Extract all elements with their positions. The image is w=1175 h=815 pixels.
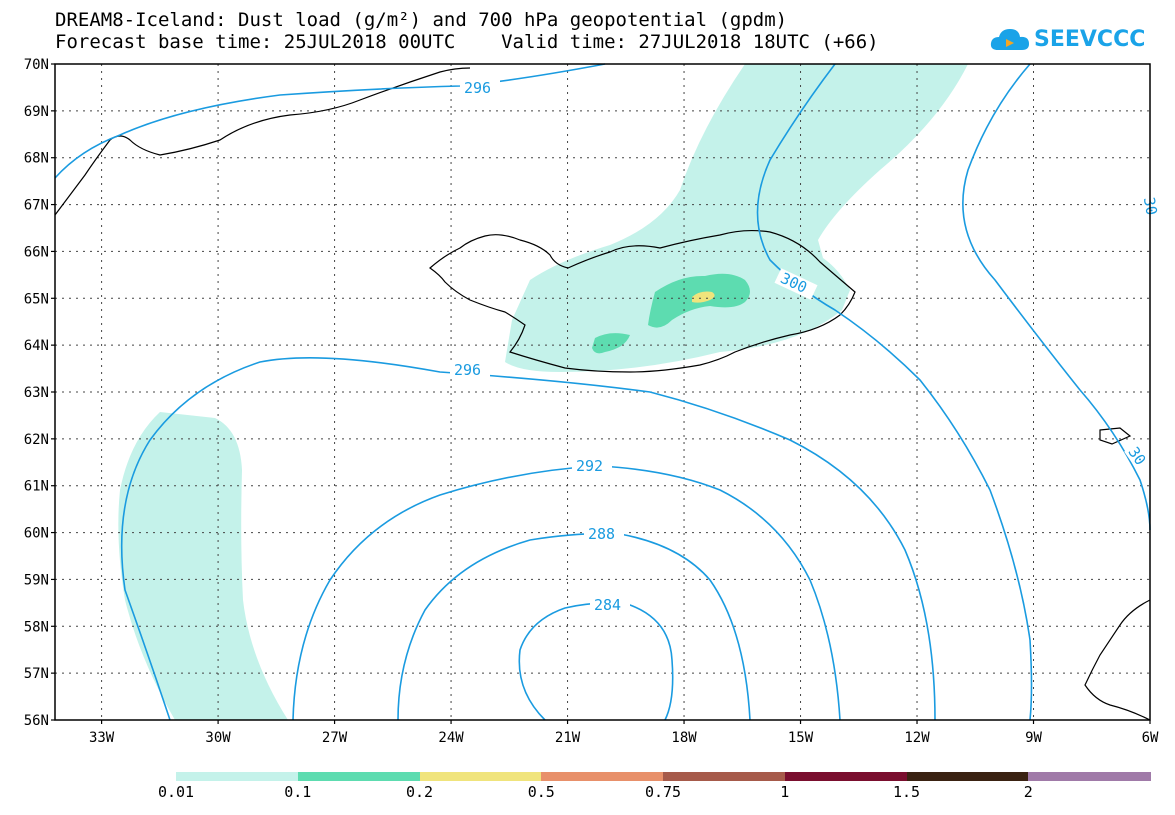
contour-label: 296: [464, 79, 491, 97]
contour-292: [292, 465, 841, 721]
lat-tick-label: 56N: [24, 713, 49, 729]
graticule: [55, 64, 1150, 720]
lat-tick-label: 68N: [24, 151, 49, 167]
lat-tick-label: 59N: [24, 572, 49, 588]
lat-tick-label: 60N: [24, 526, 49, 542]
contour-296-north: [54, 63, 606, 179]
lat-tick-label: 57N: [24, 666, 49, 682]
cloud-icon: [990, 29, 1029, 50]
contour-label-group: 296 296 300 292 288 284 30 30: [450, 79, 1161, 614]
contour-288: [397, 532, 751, 721]
map-title: DREAM8-Iceland: Dust load (g/m²) and 700…: [55, 9, 788, 31]
lon-tick-label: 24W: [438, 730, 464, 746]
lon-tick-label: 9W: [1025, 730, 1042, 746]
contour-label: 30: [1124, 443, 1149, 468]
longitude-labels: 33W 30W 27W 24W 21W 18W 15W 12W 9W 6W: [89, 730, 1159, 746]
seevccc-logo: SEEVCCC: [990, 22, 1145, 56]
lat-tick-label: 62N: [24, 432, 49, 448]
axis-ticks: [51, 63, 1151, 724]
geopotential-contours: [54, 63, 1151, 721]
contour-label: 296: [454, 361, 481, 379]
contour-label: 284: [594, 596, 621, 614]
map-subtitle: Forecast base time: 25JUL2018 00UTC Vali…: [55, 31, 879, 53]
dust-level-high: [692, 291, 715, 303]
dust-patch-southwest: [118, 412, 288, 720]
contour-label: 292: [576, 457, 603, 475]
lat-tick-label: 66N: [24, 244, 49, 260]
lat-tick-label: 65N: [24, 291, 49, 307]
scotland-coast: [1084, 599, 1151, 721]
lon-tick-label: 21W: [555, 730, 581, 746]
latitude-labels: 70N 69N 68N 67N 66N 65N 64N 63N 62N 61N 60N 59N 58N 5…: [24, 57, 49, 729]
iceland-coast: [429, 229, 856, 373]
lat-tick-label: 64N: [24, 338, 49, 354]
contour-300-east: [962, 63, 1151, 531]
dust-load-shading: [118, 64, 968, 720]
contour-label: 288: [588, 525, 615, 543]
contour-300: [756, 63, 1033, 721]
lat-tick-label: 69N: [24, 104, 49, 120]
dust-plume-north: [505, 64, 968, 372]
lon-tick-label: 6W: [1142, 730, 1159, 746]
lon-tick-label: 27W: [322, 730, 348, 746]
coastlines: [54, 67, 1151, 721]
dust-level-mid-2: [592, 333, 630, 354]
faroe-islands: [1099, 427, 1132, 445]
lat-tick-label: 67N: [24, 198, 49, 214]
lon-tick-label: 33W: [89, 730, 115, 746]
contour-284: [518, 602, 674, 721]
lon-tick-label: 15W: [788, 730, 814, 746]
lat-tick-label: 70N: [24, 57, 49, 73]
lat-tick-label: 63N: [24, 385, 49, 401]
lat-tick-label: 58N: [24, 619, 49, 635]
lat-tick-label: 61N: [24, 479, 49, 495]
greenland-coast: [54, 67, 471, 216]
lon-tick-label: 18W: [671, 730, 697, 746]
logo-text: SEEVCCC: [1034, 26, 1146, 52]
lon-tick-label: 30W: [205, 730, 231, 746]
lon-tick-label: 12W: [904, 730, 930, 746]
